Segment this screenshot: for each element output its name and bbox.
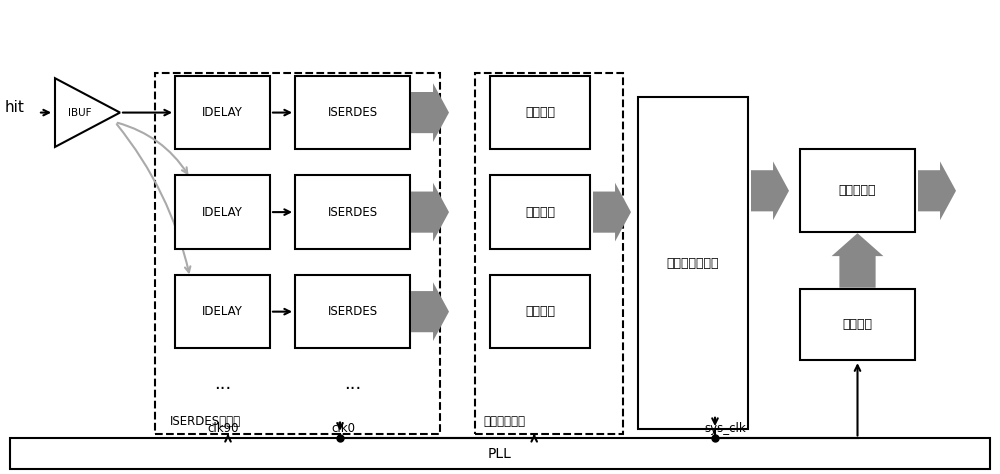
Bar bbox=[490, 275, 590, 348]
Text: IBUF: IBUF bbox=[68, 108, 91, 118]
Bar bbox=[155, 73, 440, 434]
Text: clk90: clk90 bbox=[207, 422, 239, 435]
Bar bbox=[490, 175, 590, 249]
Text: 编码单元: 编码单元 bbox=[525, 305, 555, 318]
Text: 粗计数器: 粗计数器 bbox=[842, 318, 872, 331]
Text: ISERDES: ISERDES bbox=[327, 206, 378, 219]
Text: IDELAY: IDELAY bbox=[202, 206, 243, 219]
Text: 编码单元: 编码单元 bbox=[525, 206, 555, 219]
Bar bbox=[175, 76, 270, 149]
Text: sys_clk: sys_clk bbox=[704, 422, 746, 435]
Bar bbox=[10, 438, 990, 469]
Polygon shape bbox=[411, 83, 449, 142]
Bar bbox=[800, 289, 915, 360]
Polygon shape bbox=[751, 161, 789, 220]
Bar bbox=[295, 275, 410, 348]
Bar bbox=[295, 76, 410, 149]
Text: hit: hit bbox=[5, 100, 25, 115]
Bar bbox=[638, 97, 748, 429]
Polygon shape bbox=[55, 78, 120, 147]
Text: 编码单元: 编码单元 bbox=[525, 106, 555, 119]
Text: ISERDES串接链: ISERDES串接链 bbox=[170, 415, 241, 428]
Text: 细时间计算逻辑: 细时间计算逻辑 bbox=[667, 256, 719, 270]
Bar bbox=[490, 76, 590, 149]
Bar bbox=[475, 73, 623, 434]
Text: 数据缓存器: 数据缓存器 bbox=[839, 184, 876, 197]
Text: IDELAY: IDELAY bbox=[202, 305, 243, 318]
Text: ...: ... bbox=[214, 375, 231, 393]
Polygon shape bbox=[411, 182, 449, 242]
Text: ISERDES: ISERDES bbox=[327, 106, 378, 119]
Bar bbox=[295, 175, 410, 249]
Text: PLL: PLL bbox=[488, 447, 512, 461]
Bar bbox=[175, 275, 270, 348]
Polygon shape bbox=[411, 283, 449, 341]
Polygon shape bbox=[593, 182, 631, 242]
Bar bbox=[175, 175, 270, 249]
Text: ISERDES: ISERDES bbox=[327, 305, 378, 318]
Polygon shape bbox=[832, 233, 883, 288]
Text: IDELAY: IDELAY bbox=[202, 106, 243, 119]
Polygon shape bbox=[918, 161, 956, 220]
Text: clk0: clk0 bbox=[331, 422, 355, 435]
Text: ...: ... bbox=[344, 375, 361, 393]
Text: 细时间编码器: 细时间编码器 bbox=[483, 415, 525, 428]
Bar bbox=[800, 149, 915, 232]
